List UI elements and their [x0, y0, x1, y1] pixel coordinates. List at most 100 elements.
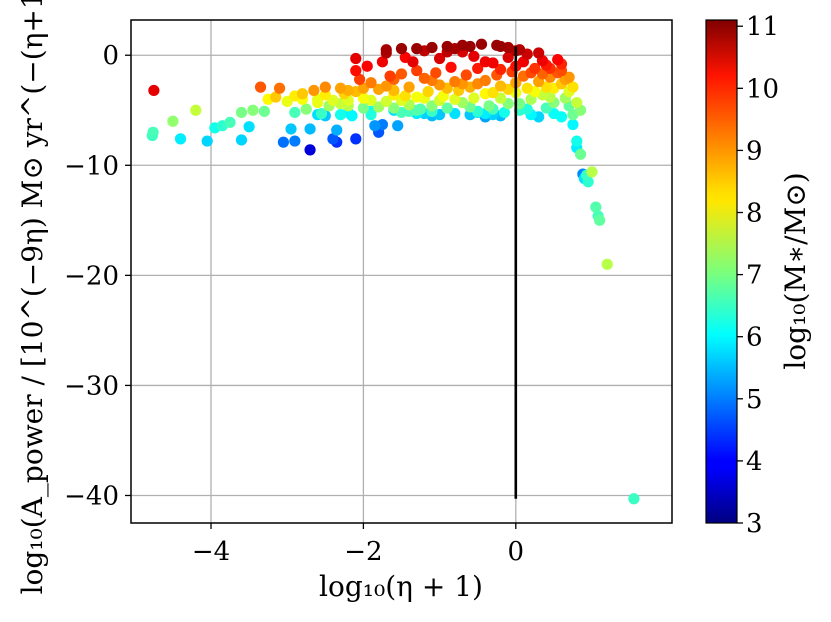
data-point	[411, 43, 423, 55]
data-point	[521, 82, 533, 94]
data-point	[479, 74, 491, 87]
colorbar-ticks: 3 4 5 6 7 8 9 10 11	[737, 12, 779, 539]
data-point	[475, 38, 488, 50]
data-point	[148, 84, 160, 97]
data-point	[353, 73, 366, 86]
data-point	[384, 70, 396, 82]
data-point	[479, 56, 491, 68]
data-point	[270, 91, 282, 103]
data-point	[190, 104, 202, 116]
colorbar-tick-label: 9	[746, 136, 763, 166]
data-point	[494, 80, 507, 92]
data-point	[350, 65, 362, 77]
x-axis-label: log₁₀(η + 1)	[319, 570, 483, 603]
colorbar-tick-label: 8	[746, 199, 763, 229]
data-point	[319, 89, 331, 101]
data-point	[590, 201, 602, 213]
data-point	[399, 90, 411, 102]
data-point	[254, 81, 267, 93]
data-point	[350, 133, 362, 145]
plot-frame	[130, 19, 673, 524]
data-point	[441, 40, 453, 53]
colorbar-tick-label: 5	[746, 385, 763, 415]
data-point	[574, 148, 587, 160]
data-point	[433, 52, 446, 65]
data-point	[567, 118, 579, 131]
data-point	[174, 133, 187, 145]
data-point	[468, 50, 480, 62]
data-point	[472, 62, 484, 75]
data-point	[289, 106, 301, 119]
x-tick-label: −4	[192, 537, 230, 567]
data-point	[563, 71, 575, 83]
data-point	[388, 102, 400, 114]
y-axis-ticks: 0 −10 −20 −30 −40	[64, 41, 131, 511]
data-point	[628, 493, 640, 505]
data-point	[201, 135, 213, 147]
data-point	[331, 124, 343, 136]
data-point	[334, 82, 347, 94]
y-tick-label: 0	[102, 41, 119, 71]
data-point	[289, 135, 301, 147]
data-point	[468, 92, 480, 104]
data-point	[315, 107, 328, 120]
data-point	[487, 87, 499, 99]
data-point	[422, 85, 434, 98]
data-point	[380, 95, 392, 108]
data-point	[392, 120, 404, 132]
colorbar	[705, 19, 738, 524]
data-point	[380, 80, 392, 92]
data-point	[235, 134, 248, 146]
data-point	[411, 65, 423, 77]
data-point	[235, 106, 248, 119]
data-point	[319, 81, 331, 93]
data-point	[460, 69, 472, 81]
scatter-points	[146, 38, 640, 505]
colorbar-tick-label: 4	[746, 447, 763, 477]
data-point	[285, 123, 297, 135]
x-axis-ticks: −4 −2 0	[192, 523, 524, 567]
data-point	[277, 136, 289, 148]
data-point	[571, 96, 583, 109]
data-point	[533, 47, 545, 59]
data-point	[350, 52, 362, 65]
data-point	[449, 76, 461, 88]
data-point	[594, 214, 606, 226]
colorbar-tick-label: 6	[746, 323, 763, 353]
data-point	[395, 43, 408, 55]
data-point	[411, 91, 423, 103]
data-point	[529, 62, 541, 75]
y-tick-label: −10	[64, 151, 119, 181]
data-point	[308, 84, 320, 97]
data-point	[494, 40, 507, 53]
data-point	[502, 51, 514, 64]
data-point	[224, 116, 236, 128]
data-point	[586, 166, 598, 178]
data-point	[456, 39, 469, 51]
data-point	[369, 120, 381, 132]
data-point	[167, 115, 179, 127]
data-point	[304, 144, 316, 156]
data-point	[494, 63, 507, 76]
data-point	[247, 104, 259, 116]
data-point	[327, 133, 339, 145]
data-point	[426, 41, 438, 54]
data-point	[380, 44, 392, 56]
data-point	[357, 92, 370, 104]
colorbar-tick-label: 3	[746, 509, 763, 539]
y-tick-label: −30	[64, 371, 119, 401]
colorbar-tick-label: 10	[746, 74, 779, 104]
data-point	[304, 123, 316, 135]
data-point	[407, 56, 419, 68]
data-point	[273, 82, 286, 94]
data-point	[376, 56, 389, 68]
data-point	[147, 126, 159, 138]
data-point	[449, 93, 461, 105]
data-point	[243, 121, 255, 133]
data-point	[601, 258, 613, 270]
x-tick-label: 0	[508, 537, 525, 567]
data-point	[483, 100, 495, 112]
data-point	[296, 88, 309, 100]
y-tick-label: −40	[64, 481, 119, 511]
